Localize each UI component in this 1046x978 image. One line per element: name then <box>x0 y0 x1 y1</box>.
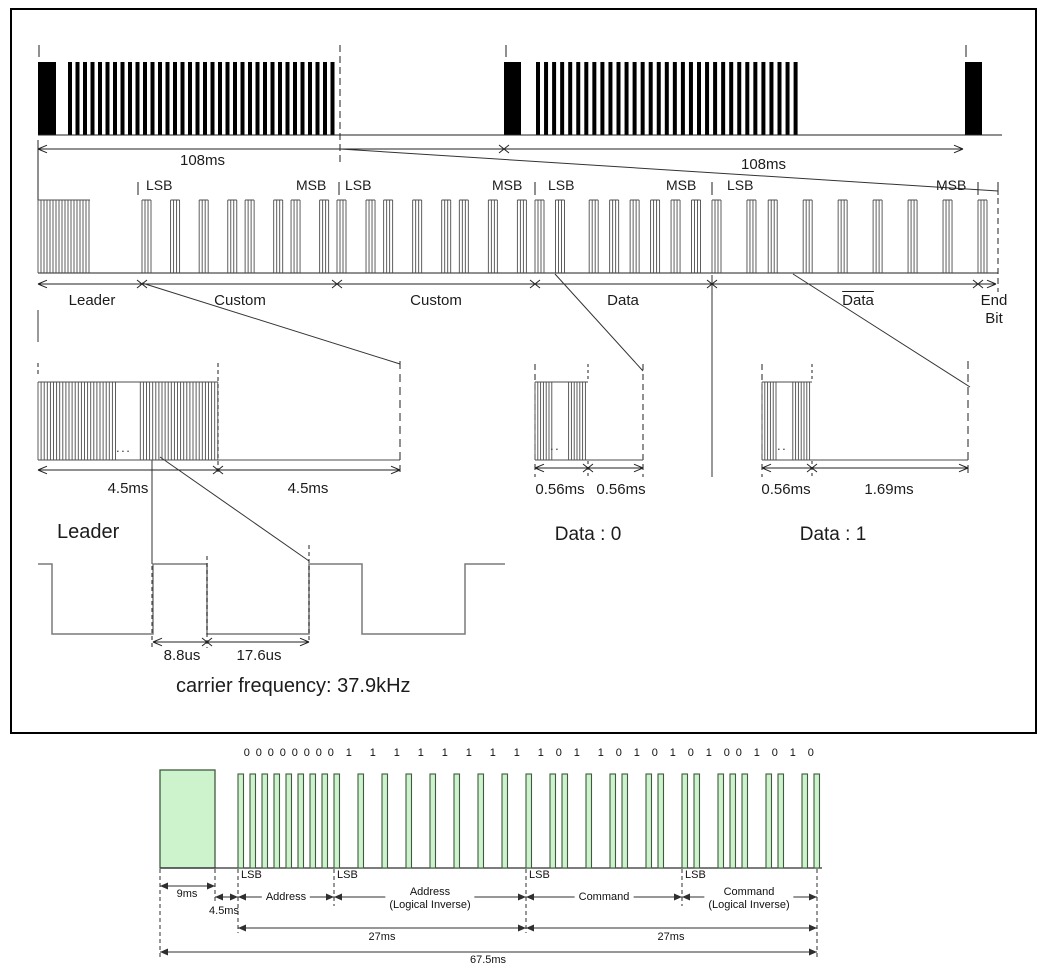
bit-value-label: 1 <box>369 747 376 759</box>
address-section-label: Address <box>261 891 311 905</box>
half-frame-duration-label-1: 27ms <box>368 931 396 943</box>
section-label-custom2: Custom <box>410 292 462 309</box>
data0-ellipsis: .. <box>550 438 561 453</box>
bit-value-label: 0 <box>327 747 334 759</box>
bit-value-label: 0 <box>723 747 730 759</box>
msb-marker-3: MSB <box>666 177 697 193</box>
bit-value-label: 1 <box>633 747 640 759</box>
green-lsb-marker-3: LSB <box>529 869 550 881</box>
bit-value-label: 0 <box>771 747 778 759</box>
section-label-data: Data <box>607 292 639 309</box>
data0-detail <box>534 364 644 477</box>
data0-burst-duration-label: 0.56ms <box>535 481 585 498</box>
lsb-marker-4: LSB <box>727 177 754 193</box>
msb-marker-2: MSB <box>492 177 523 193</box>
bit-value-label: 1 <box>789 747 796 759</box>
green-lsb-marker-1: LSB <box>241 869 262 881</box>
gap-duration-label: 4.5ms <box>209 905 239 917</box>
data0-space-duration-label: 0.56ms <box>596 481 646 498</box>
bit-value-label: 1 <box>537 747 544 759</box>
bit-value-label: 0 <box>243 747 250 759</box>
frame-waveform <box>37 182 999 292</box>
leader-space-duration-label: 4.5ms <box>287 480 329 497</box>
msb-marker-4: MSB <box>936 177 967 193</box>
data1-space-duration-label: 1.69ms <box>864 481 914 498</box>
period1-duration-label: 108ms <box>180 152 226 169</box>
bit-value-label: 0 <box>255 747 262 759</box>
address-inverse-section-label: Address (Logical Inverse) <box>385 886 475 913</box>
section-label-data-inverse: Data <box>842 292 874 309</box>
bit-value-label: 1 <box>705 747 712 759</box>
section-label-end-bit: End Bit <box>980 292 1008 328</box>
leader-burst-duration-label: 4.5ms <box>107 480 149 497</box>
carrier-off-duration-label: 17.6us <box>236 647 282 664</box>
green-lsb-marker-2: LSB <box>337 869 358 881</box>
bit-value-label: 1 <box>597 747 604 759</box>
leader-detail <box>37 361 401 475</box>
bit-value-label: 1 <box>513 747 520 759</box>
lsb-marker-3: LSB <box>548 177 575 193</box>
data1-detail-title: Data : 1 <box>799 524 867 545</box>
bit-value-label: 1 <box>465 747 472 759</box>
green-lsb-marker-4: LSB <box>685 869 706 881</box>
bit-value-label: 0 <box>267 747 274 759</box>
bit-value-label: 1 <box>753 747 760 759</box>
bit-value-label: 0 <box>735 747 742 759</box>
command-inverse-section-label: Command (Logical Inverse) <box>704 886 794 913</box>
bit-value-label: 0 <box>315 747 322 759</box>
half-frame-duration-label-2: 27ms <box>657 931 685 943</box>
section-label-leader: Leader <box>68 292 116 309</box>
bit-value-label: 0 <box>615 747 622 759</box>
bit-value-label: 0 <box>687 747 694 759</box>
carrier-frequency-caption: carrier frequency: 37.9kHz <box>176 675 411 697</box>
msb-marker-1: MSB <box>296 177 327 193</box>
carrier-on-duration-label: 8.8us <box>163 647 201 664</box>
bit-value-label: 0 <box>651 747 658 759</box>
data1-detail <box>761 361 969 477</box>
bit-value-label: 1 <box>489 747 496 759</box>
total-frame-duration-label: 67.5ms <box>469 954 507 966</box>
bit-value-label: 0 <box>291 747 298 759</box>
period2-duration-label: 108ms <box>741 156 787 173</box>
leader-ellipsis: ... <box>116 440 132 455</box>
lsb-marker-1: LSB <box>146 177 173 193</box>
leader-detail-title: Leader <box>57 521 120 543</box>
top-pulse-train <box>37 45 1002 342</box>
connector-lines <box>141 273 971 564</box>
bit-value-label: 0 <box>279 747 286 759</box>
command-section-label: Command <box>574 891 634 905</box>
bit-value-label: 1 <box>669 747 676 759</box>
lsb-marker-2: LSB <box>345 177 372 193</box>
carrier-detail <box>38 545 505 648</box>
bit-value-label: 0 <box>303 747 310 759</box>
bit-value-label: 1 <box>345 747 352 759</box>
data1-ellipsis: .. <box>777 438 788 453</box>
data1-burst-duration-label: 0.56ms <box>761 481 811 498</box>
bit-value-label: 1 <box>441 747 448 759</box>
bit-value-label: 1 <box>393 747 400 759</box>
section-label-custom1: Custom <box>214 292 266 309</box>
bit-value-label: 1 <box>417 747 424 759</box>
leader-duration-label: 9ms <box>176 888 198 900</box>
protocol-timing-diagram-frame <box>10 8 1037 734</box>
encoded-frame-waveform <box>159 769 822 869</box>
bit-value-label: 0 <box>807 747 814 759</box>
bit-value-label: 1 <box>573 747 580 759</box>
data0-detail-title: Data : 0 <box>554 524 622 545</box>
bit-value-label: 0 <box>555 747 562 759</box>
